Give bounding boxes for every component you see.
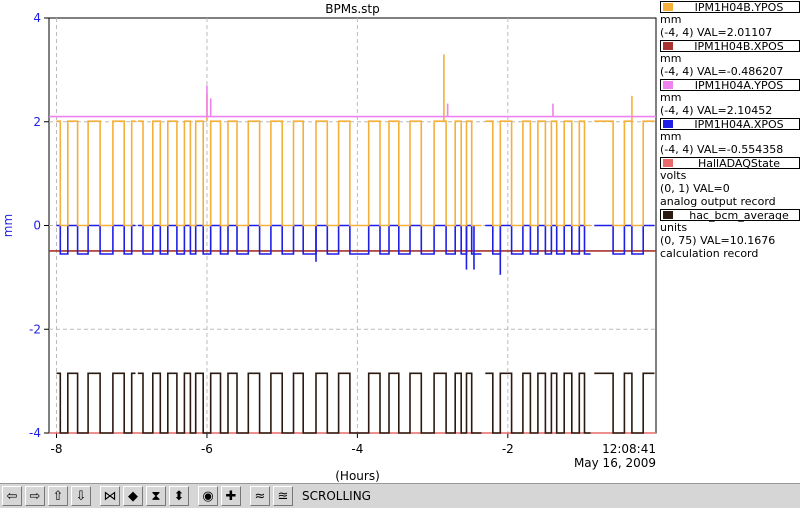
y-tick-label: -2 [29, 322, 41, 336]
legend-swatch [663, 42, 673, 50]
legend-series-name: IPM1H04B.XPOS [694, 39, 784, 53]
stop-scroll-button[interactable]: ≊ [273, 486, 293, 506]
scroll-right-button[interactable]: ⇨ [25, 486, 45, 506]
scroll-mode-button[interactable]: ≈ [250, 486, 270, 506]
scroll-up-icon: ⇧ [52, 488, 64, 504]
legend-swatch [663, 81, 673, 89]
legend-series-name: HallADAQState [697, 156, 781, 170]
legend-item-hac-bcm-average[interactable]: hac_bcm_average [660, 208, 800, 222]
scroll-mode-icon: ≈ [254, 488, 266, 504]
scroll-up-button[interactable]: ⇧ [48, 486, 68, 506]
zoom-in-x-icon: ⋈ [103, 488, 117, 504]
x-tick-label: -2 [502, 442, 514, 456]
status-label: SCROLLING [302, 489, 371, 503]
zoom-out-y-icon: ⬍ [173, 488, 185, 504]
chart-title: BPMs.stp [325, 2, 379, 16]
legend-units: mm [660, 13, 682, 26]
legend-range-value: (0, 1) VAL=0 [660, 182, 730, 195]
series-line-ipm1h04b-ypos [56, 120, 655, 227]
legend-units: units [660, 221, 688, 234]
y-tick-label: 4 [33, 11, 41, 25]
stop-scroll-icon: ≊ [277, 488, 289, 504]
reset-button[interactable]: ◉ [198, 486, 218, 506]
legend-swatch [663, 120, 673, 128]
y-tick-label: 2 [33, 115, 41, 129]
zoom-in-x-button[interactable]: ⋈ [100, 486, 120, 506]
scroll-down-button[interactable]: ⇩ [71, 486, 91, 506]
legend-item-ipm1h04a-ypos[interactable]: IPM1H04A.YPOS [660, 78, 800, 92]
legend-item-ipm1h04a-xpos[interactable]: IPM1H04A.XPOS [660, 117, 800, 131]
scroll-down-icon: ⇩ [75, 488, 87, 504]
legend-swatch [663, 211, 673, 219]
x-tick-label: -4 [351, 442, 363, 456]
zoom-in-y-button[interactable]: ⧗ [146, 486, 166, 506]
y-tick-label: -4 [29, 426, 41, 440]
legend-units: mm [660, 130, 682, 143]
legend-extra: calculation record [660, 247, 759, 260]
legend-series-name: hac_bcm_average [689, 208, 789, 222]
series-line-ipm1h04a-xpos [56, 224, 655, 255]
time-label: 12:08:41 [602, 442, 656, 456]
scroll-left-button[interactable]: ⇦ [2, 486, 22, 506]
legend: IPM1H04B.YPOS mm (-4, 4) VAL=2.01107 IPM1H0… [660, 0, 800, 260]
add-icon: ✚ [225, 488, 237, 504]
zoom-out-y-button[interactable]: ⬍ [169, 486, 189, 506]
zoom-out-x-icon: ◆ [128, 488, 138, 504]
legend-units: mm [660, 52, 682, 65]
legend-units: volts [660, 169, 687, 182]
legend-item-ipm1h04b-xpos[interactable]: IPM1H04B.XPOS [660, 39, 800, 53]
reset-icon: ◉ [202, 488, 214, 504]
legend-item-halladaqstate[interactable]: HallADAQState [660, 156, 800, 170]
legend-range-value: (0, 75) VAL=10.1676 [660, 234, 776, 247]
legend-range-value: (-4, 4) VAL=-0.486207 [660, 65, 784, 78]
legend-series-name: IPM1H04A.XPOS [694, 117, 784, 131]
legend-extra: analog output record [660, 195, 776, 208]
series-line-hac-bcm-average [56, 372, 655, 434]
legend-range-value: (-4, 4) VAL=2.10452 [660, 104, 773, 117]
toolbar: ⇦ ⇨ ⇧ ⇩ ⋈ ◆ ⧗ ⬍ ◉ ✚ ≈ ≊ SCROLLING [0, 483, 800, 508]
strip-chart[interactable]: 4 2 0 -2 -4 -8 -6 -4 -2 BPMs.stp (Hours) mm 12:08:41… [0, 0, 800, 483]
zoom-in-y-icon: ⧗ [151, 488, 161, 504]
x-axis-label: (Hours) [335, 469, 380, 483]
scroll-left-icon: ⇦ [6, 488, 18, 504]
x-tick-label: -6 [201, 442, 213, 456]
add-button[interactable]: ✚ [221, 486, 241, 506]
legend-range-value: (-4, 4) VAL=-0.554358 [660, 143, 784, 156]
legend-swatch [663, 159, 673, 167]
legend-units: mm [660, 91, 682, 104]
zoom-out-x-button[interactable]: ◆ [123, 486, 143, 506]
y-axis-label: mm [1, 214, 15, 237]
date-label: May 16, 2009 [574, 456, 656, 470]
legend-item-ipm1h04b-ypos[interactable]: IPM1H04B.YPOS [660, 0, 800, 14]
legend-swatch [663, 3, 673, 11]
legend-series-name: IPM1H04B.YPOS [694, 0, 784, 14]
legend-range-value: (-4, 4) VAL=2.01107 [660, 26, 773, 39]
scroll-right-icon: ⇨ [29, 488, 41, 504]
x-tick-label: -8 [51, 442, 63, 456]
legend-series-name: IPM1H04A.YPOS [694, 78, 784, 92]
y-tick-label: 0 [33, 219, 41, 233]
